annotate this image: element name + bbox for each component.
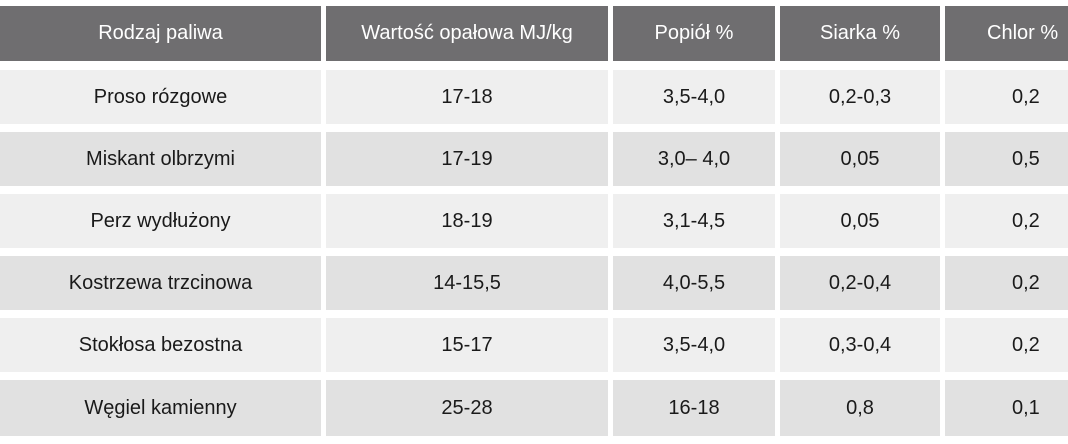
cell-sulfur: 0,05 xyxy=(780,194,940,248)
cell-fuel-type: Miskant olbrzymi xyxy=(0,132,321,186)
cell-calorific-value: 18-19 xyxy=(326,194,608,248)
header-ash: Popiół % xyxy=(613,6,775,61)
cell-sulfur: 0,8 xyxy=(780,380,940,436)
cell-calorific-value: 14-15,5 xyxy=(326,256,608,310)
cell-fuel-type: Perz wydłużony xyxy=(0,194,321,248)
cell-fuel-type: Kostrzewa trzcinowa xyxy=(0,256,321,310)
cell-chlorine: 0,2 xyxy=(945,194,1068,248)
cell-ash: 4,0-5,5 xyxy=(613,256,775,310)
cell-chlorine: 0,5 xyxy=(945,132,1068,186)
cell-ash: 3,5-4,0 xyxy=(613,318,775,372)
cell-chlorine: 0,2 xyxy=(945,256,1068,310)
cell-sulfur: 0,05 xyxy=(780,132,940,186)
cell-chlorine: 0,1 xyxy=(945,380,1068,436)
cell-sulfur: 0,2-0,3 xyxy=(780,70,940,124)
cell-chlorine: 0,2 xyxy=(945,318,1068,372)
header-sulfur: Siarka % xyxy=(780,6,940,61)
cell-fuel-type: Węgiel kamienny xyxy=(0,380,321,436)
cell-ash: 3,5-4,0 xyxy=(613,70,775,124)
cell-calorific-value: 15-17 xyxy=(326,318,608,372)
cell-ash: 3,1-4,5 xyxy=(613,194,775,248)
cell-fuel-type: Proso rózgowe xyxy=(0,70,321,124)
cell-fuel-type: Stokłosa bezostna xyxy=(0,318,321,372)
cell-calorific-value: 17-19 xyxy=(326,132,608,186)
cell-sulfur: 0,2-0,4 xyxy=(780,256,940,310)
header-fuel-type: Rodzaj paliwa xyxy=(0,6,321,61)
cell-sulfur: 0,3-0,4 xyxy=(780,318,940,372)
cell-ash: 16-18 xyxy=(613,380,775,436)
cell-ash: 3,0– 4,0 xyxy=(613,132,775,186)
header-chlorine: Chlor % xyxy=(945,6,1068,61)
cell-chlorine: 0,2 xyxy=(945,70,1068,124)
cell-calorific-value: 25-28 xyxy=(326,380,608,436)
header-calorific-value: Wartość opałowa MJ/kg xyxy=(326,6,608,61)
cell-calorific-value: 17-18 xyxy=(326,70,608,124)
